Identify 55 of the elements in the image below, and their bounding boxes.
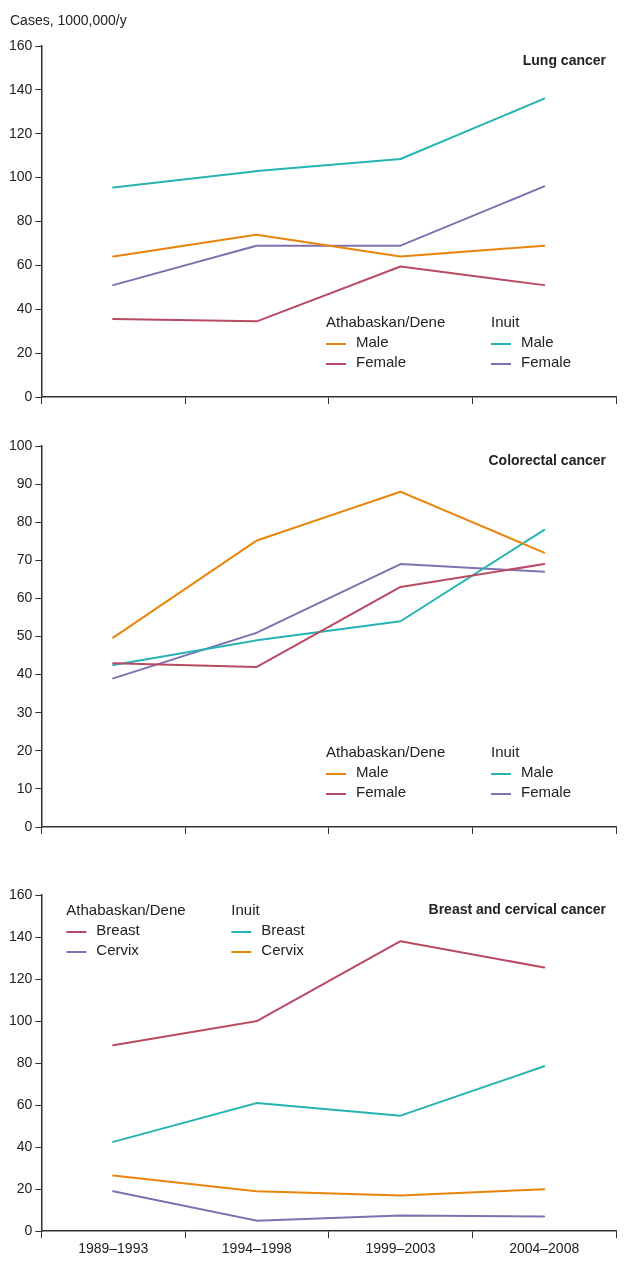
x-tick-label: 1999–2003 [365,1240,436,1257]
y-tick-label: 140 [9,80,33,97]
x-tick-label: 1989–1993 [78,1240,149,1257]
y-tick-label: 0 [24,387,33,404]
y-tick-label: 40 [16,665,33,682]
y-tick-label: 60 [16,589,33,606]
y-tick-label: 50 [16,627,33,644]
legend-label: Cervix [96,940,140,958]
y-tick-label: 30 [16,703,33,720]
legend-label: Male [356,332,389,350]
x-tick-label: 1994–1998 [221,1240,293,1257]
y-tick-label: 80 [16,212,33,229]
y-tick-label: 80 [16,513,33,530]
y-tick-label: 60 [16,256,33,273]
legend-label: Male [521,762,554,780]
y-tick-label: 70 [16,551,33,568]
y-tick-label: 20 [16,1180,33,1197]
y-tick-label: 80 [16,1053,33,1070]
y-tick-label: 20 [16,741,33,758]
y-tick-label: 160 [9,885,33,902]
legend-label: Breast [261,920,306,938]
legend-label: Male [521,332,554,350]
legend-label: Female [356,782,407,800]
y-tick-label: 0 [24,1222,33,1239]
annotation: Inuit [231,900,261,918]
y-tick-label: 100 [9,168,33,185]
y-tick-label: 20 [16,343,33,360]
y-tick-label: 100 [9,1011,33,1028]
annotation: Inuit [491,312,521,330]
x-tick-label: 2004–2008 [509,1240,580,1257]
y-axis-title: Cases, 1000,000/y [10,11,127,28]
y-tick-label: 160 [9,36,33,53]
legend-label: Breast [96,920,141,938]
legend-label: Male [356,762,389,780]
y-tick-label: 40 [16,300,33,317]
y-tick-label: 60 [16,1095,33,1112]
y-tick-label: 120 [9,969,33,986]
chart-title: Colorectal cancer [488,451,607,468]
annotation: Athabaskan/Dene [326,742,446,760]
y-tick-label: 40 [16,1138,33,1155]
annotation: Athabaskan/Dene [326,312,446,330]
annotation: Athabaskan/Dene [66,900,186,918]
y-tick-label: 10 [16,779,33,796]
legend-label: Female [356,352,407,370]
y-tick-label: 100 [9,436,33,453]
y-tick-label: 140 [9,927,33,944]
chart-title: Lung cancer [522,51,607,68]
y-tick-label: 120 [9,124,33,141]
y-tick-label: 0 [24,817,33,834]
legend-label: Female [521,782,572,800]
legend-label: Female [521,352,572,370]
annotation: Inuit [491,742,521,760]
y-tick-label: 90 [16,474,33,491]
legend-label: Cervix [261,940,305,958]
chart-title: Breast and cervical cancer [428,900,607,917]
